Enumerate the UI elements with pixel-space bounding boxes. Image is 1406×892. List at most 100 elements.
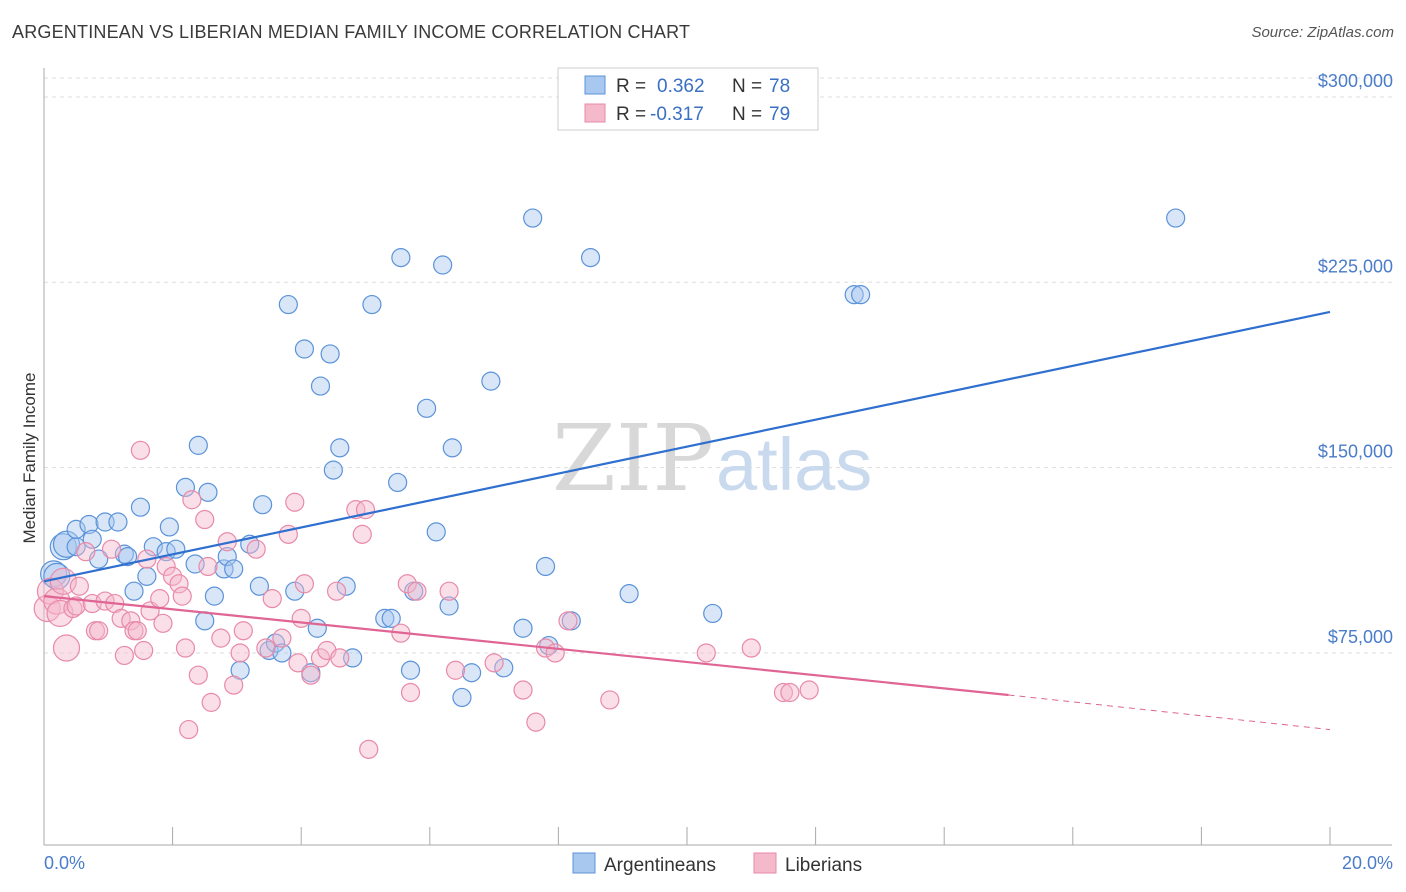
data-point [288,653,308,673]
data-point [224,675,244,695]
data-point [442,438,462,458]
data-point [580,247,601,268]
data-point [195,611,215,631]
legend-swatch-argentineans [584,75,606,95]
bottom-legend-swatch-liberians [753,852,777,874]
data-point [291,608,311,628]
data-point [201,692,221,712]
data-point [127,621,147,641]
series-liberians [33,440,819,759]
data-point [416,398,437,418]
data-point [336,576,356,596]
data-point [773,682,794,703]
data-point [558,611,578,631]
data-point [494,658,514,678]
data-point [407,581,427,601]
data-point [76,542,96,562]
data-point [66,519,86,540]
trend-line-argentineans [43,310,1331,583]
data-point [211,628,231,648]
data-point [256,638,276,658]
legend-n-value-1: 78 [769,76,790,97]
data-point [249,576,270,596]
data-point [198,556,218,577]
data-point [359,739,379,759]
data-point [439,581,459,601]
trend-lines [43,310,1331,731]
x-tick-label-max: 20.0% [1342,853,1393,873]
data-point [130,440,151,460]
data-point [224,559,244,579]
data-point [362,294,382,315]
y-tick-label: $225,000 [1318,256,1393,276]
data-point [188,435,208,455]
data-point [352,524,372,544]
data-point [253,495,273,515]
legend-n-value-2: 79 [769,104,790,125]
data-point [101,539,122,559]
legend-swatch-liberians [584,103,606,123]
data-point [130,497,151,517]
data-point [153,613,173,633]
data-point [330,648,350,668]
data-point [330,438,350,458]
data-point [69,576,89,596]
data-point [426,522,446,542]
data-point [545,643,565,663]
x-ticks [43,827,1331,845]
data-point [134,640,154,661]
trend-line-extension-liberians [1008,694,1331,731]
data-point [433,255,453,275]
data-point [294,574,315,594]
data-point [600,690,620,710]
data-point [1166,208,1186,228]
data-point [539,635,559,656]
watermark-atlas: atlas [716,423,872,506]
data-point [294,339,315,359]
data-point [108,512,128,532]
legend-r-label-2: R = [616,104,646,125]
watermark: ZIP atlas [552,405,872,512]
data-point [323,460,343,480]
data-point [310,376,331,396]
data-point [310,648,331,668]
legend-r-value-1: 0.362 [657,76,705,97]
axes [43,68,1392,846]
data-point [233,621,253,641]
data-point [320,344,340,364]
data-point [526,712,546,732]
data-point [535,556,556,577]
data-point [230,643,250,663]
data-point [439,596,459,616]
data-point [844,285,864,305]
y-tick-label: $75,000 [1328,627,1393,647]
data-point [179,719,199,740]
series-argentineans [40,208,1186,708]
data-point [114,645,134,666]
y-tick-labels: $75,000 $150,000 $225,000 $300,000 [1318,71,1393,647]
data-point [285,492,305,512]
data-point [619,584,639,604]
data-point [400,682,421,703]
legend-n-label-1: N = [732,76,762,97]
x-tick-label-min: 0.0% [44,853,85,873]
data-point [82,529,102,549]
data-point [391,247,411,268]
data-point [481,371,501,391]
trend-line-liberians [43,595,1009,697]
data-point [696,643,716,663]
data-point [159,517,179,537]
data-point [513,680,533,700]
data-point [780,682,800,703]
data-point [182,490,202,510]
data-point [741,638,761,658]
legend-r-label-1: R = [616,76,646,97]
data-point [114,544,134,564]
data-point [397,574,417,594]
y-tick-label: $150,000 [1318,442,1393,462]
source-note: Source: ZipAtlas.com [1251,24,1394,41]
data-point [172,586,192,606]
bottom-legend: Argentineans Liberians [572,852,862,876]
data-point [285,581,305,601]
